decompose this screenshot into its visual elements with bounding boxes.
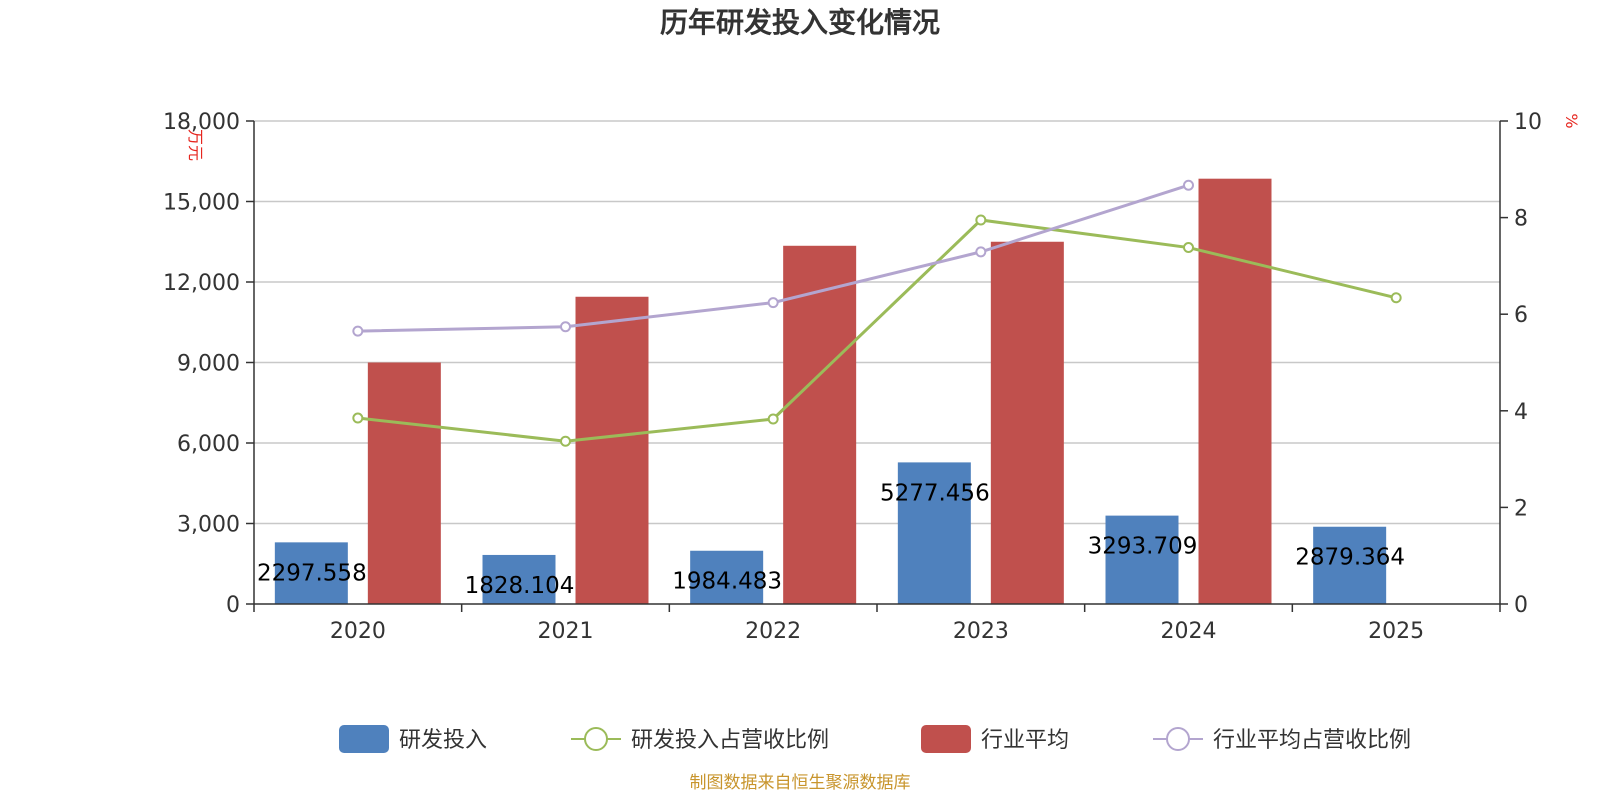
y-left-tick-label: 12,000 [163,271,240,296]
y-right-unit: % [1562,113,1581,128]
data-labels: 2297.558 1828.104 1984.483 5277.456 3293.709… [257,480,1405,599]
point-industry-ratio-0 [352,325,364,337]
bars [274,178,1387,605]
x-tick-label: 2024 [1161,619,1217,644]
point-industry-ratio-4 [1183,179,1194,191]
y-right-tick-label: 0 [1514,593,1528,618]
y-left-tick-label: 9,000 [177,352,240,377]
bar-label-rd-2024: 3293.709 [1088,534,1198,560]
bar-rd-2021 [482,554,556,604]
bar-rd-2024 [1105,515,1179,604]
legend-label: 行业平均占营收比例 [1213,728,1411,753]
point-rd-ratio-1 [560,435,571,447]
x-tick-label: 2021 [538,619,594,644]
legend: 研发投入 研发投入占营收比例 行业平均 行业平均占营收比例 [339,725,1411,753]
point-rd-ratio-2 [767,413,779,425]
lines [352,179,1402,447]
y-right-tick-label: 2 [1514,496,1528,521]
legend-item-2: 行业平均 [921,725,1069,753]
x-tick-label: 2022 [745,619,801,644]
line-rd-ratio [357,218,1397,443]
y-left-tick-label: 0 [226,593,240,618]
grid [254,120,1500,525]
point-rd-ratio-4 [1183,242,1194,254]
bar-rd-2022 [690,550,764,604]
y-right-tick-label: 10 [1514,110,1542,135]
legend-item-0: 研发投入 [339,725,487,753]
legend-marker [1166,727,1190,751]
bar-industry-2024 [1198,178,1272,605]
legend-label: 研发投入占营收比例 [631,728,829,753]
chart-title: 历年研发投入变化情况 [660,6,940,39]
y-right-tick-label: 4 [1514,400,1528,425]
bar-rd-2023 [897,462,971,604]
point-industry-ratio-1 [560,321,571,333]
bar-label-rd-2022: 1984.483 [672,569,782,595]
legend-swatch [339,725,389,753]
point-rd-ratio-5 [1390,292,1402,304]
y-left-tick-label: 15,000 [163,191,240,216]
y-right-tick-label: 8 [1514,207,1528,232]
source-note: 制图数据来自恒生聚源数据库 [690,773,911,793]
legend-label: 研发投入 [399,728,487,753]
legend-item-3: 行业平均占营收比例 [1153,727,1411,753]
line-industry-ratio [357,183,1189,333]
legend-item-1: 研发投入占营收比例 [571,727,829,753]
y-left-unit: 万元 [186,129,205,161]
point-rd-ratio-3 [975,214,987,226]
bar-label-rd-2021: 1828.104 [465,573,575,599]
y-right-tick-label: 6 [1514,303,1528,328]
bar-industry-2022 [783,245,857,604]
bar-label-rd-2025: 2879.364 [1295,545,1405,571]
legend-swatch [921,725,971,753]
bar-rd-2025 [1313,526,1387,604]
x-tick-label: 2020 [330,619,386,644]
bar-industry-2021 [575,296,649,604]
bar-label-rd-2023: 5277.456 [880,480,990,506]
bar-industry-2023 [990,241,1064,604]
x-tick-label: 2023 [953,619,1009,644]
legend-label: 行业平均 [981,728,1069,753]
axes: 0 3,000 6,000 9,000 12,000 15,000 18,000 0 2 4 6 8 1… [163,110,1542,644]
y-left-tick-label: 3,000 [177,513,240,538]
x-tick-label: 2025 [1368,619,1424,644]
y-left-tick-label: 6,000 [177,432,240,457]
y-left-tick-label: 18,000 [163,110,240,135]
point-rd-ratio-0 [352,412,364,424]
bar-label-rd-2020: 2297.558 [257,560,367,586]
legend-marker [584,727,608,751]
point-industry-ratio-2 [767,297,779,309]
point-industry-ratio-3 [975,246,987,258]
bar-rd-2020 [274,542,348,604]
bar-industry-2020 [367,362,441,604]
